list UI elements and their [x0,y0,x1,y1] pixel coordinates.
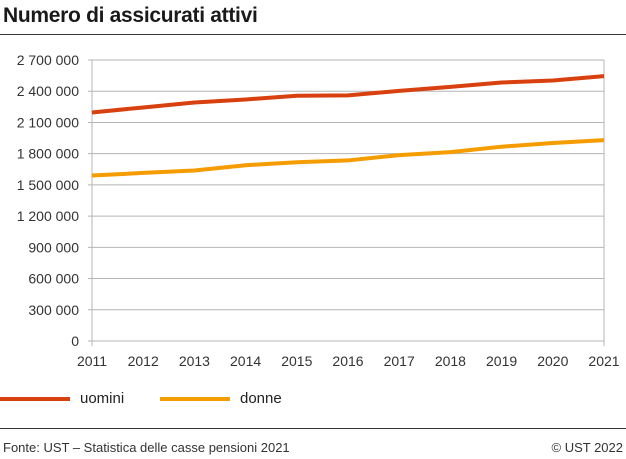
y-tick-label: 1 500 000 [17,177,79,193]
y-tick-label: 2 400 000 [17,83,79,99]
x-tick-label: 2017 [384,353,415,369]
legend-label: uomini [80,390,125,407]
legend-item-uomini: uomini [0,390,124,407]
x-tick-label: 2011 [77,353,107,369]
x-tick-label: 2015 [281,353,312,369]
x-tick-label: 2021 [588,353,619,369]
legend-item-donne: donne [160,390,282,407]
x-tick-label: 2016 [332,353,363,369]
y-tick-label: 900 000 [28,239,79,255]
legend-label: donne [240,390,282,407]
x-tick-label: 2018 [435,353,466,369]
chart-title: Numero di assicurati attivi [3,4,258,27]
bottom-rule [0,428,626,429]
legend-swatch-donne [160,396,230,401]
series-line-donne [91,138,605,178]
y-tick-label: 300 000 [28,302,79,318]
y-tick-label: 2 100 000 [17,114,79,130]
y-tick-label: 1 200 000 [17,208,79,224]
y-tick-label: 1 800 000 [17,146,79,162]
y-tick-label: 600 000 [28,271,79,287]
line-chart: 0 300 000 600 000 900 000 1 200 000 1 500 000… [17,52,620,369]
y-tick-label: 0 [71,333,79,349]
x-tick-label: 2013 [179,353,210,369]
copyright: © UST 2022 [551,440,624,455]
legend-swatch-uomini [0,396,70,401]
source-note: Fonte: UST – Statistica delle casse pens… [3,440,290,455]
series-line-uomini [91,74,605,115]
x-tick-label: 2012 [128,353,159,369]
x-tick-label: 2014 [230,353,261,369]
x-tick-label: 2019 [486,353,517,369]
y-tick-label: 2 700 000 [17,52,79,68]
x-tick-label: 2020 [537,353,568,369]
top-rule [0,34,626,35]
